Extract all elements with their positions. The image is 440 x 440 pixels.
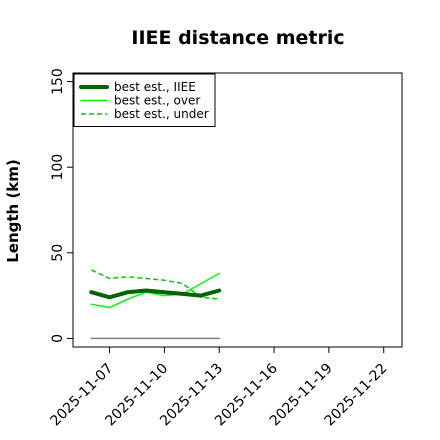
y-tick-label: 50	[50, 244, 66, 262]
series-line-best-est-iiee	[89, 288, 222, 300]
legend-label: best est., under	[114, 107, 209, 121]
chart-title: IIEE distance metric	[131, 27, 344, 49]
legend-label: best est., over	[114, 94, 200, 108]
x-ticks: 2025-11-072025-11-102025-11-132025-11-16…	[48, 347, 391, 429]
legend-label: best est., IIEE	[114, 80, 196, 94]
series-layer	[89, 269, 222, 340]
y-ticks: 0 50 100 150	[50, 68, 73, 343]
y-tick-label: 0	[50, 334, 66, 343]
y-tick-label: 150	[50, 68, 66, 95]
y-axis-label: Length (km)	[4, 159, 22, 263]
y-tick-label: 100	[50, 154, 66, 181]
plot-frame	[72, 72, 403, 348]
series-line-best-est-over	[90, 272, 220, 309]
